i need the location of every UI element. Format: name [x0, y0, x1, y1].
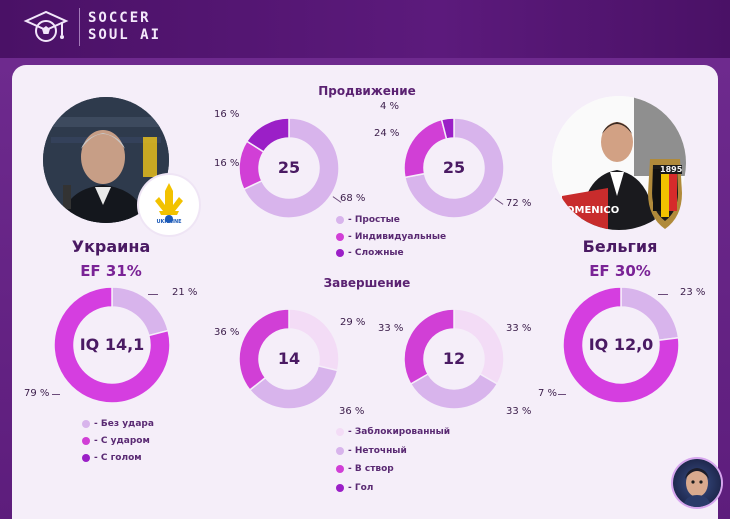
legend-dot [82, 420, 90, 428]
legend-item-individual: - Индивидуальные [336, 232, 446, 242]
donut-finish-belgium [403, 308, 505, 410]
ukraine-badge: UKRAINE [139, 175, 199, 235]
legend-label: - Гол [348, 483, 374, 493]
donut-finish-belgium-center: 12 [442, 349, 466, 368]
legend-dot [336, 447, 344, 455]
legend-dot [336, 428, 344, 436]
legend-label: - Индивидуальные [348, 232, 447, 242]
donut-progress-ukraine-center: 25 [277, 158, 301, 177]
legend-item-blocked: - Заблокированный [336, 427, 450, 437]
legend-item-inaccurate: - Неточный [336, 446, 407, 456]
donut-iq-belgium [562, 286, 680, 404]
legend-label: - С ударом [94, 436, 150, 446]
legend-label: - Без удара [94, 419, 154, 429]
slice-on-target [238, 308, 290, 392]
belgium-shirt-text: OMENICO [566, 205, 620, 216]
slice-no-shot [111, 286, 170, 337]
legend-label: - С голом [94, 453, 142, 463]
donut-progress-belgium-center: 25 [442, 158, 466, 177]
ukraine-badge-text: UKRAINE [156, 219, 182, 225]
soccer-graduation-logo-icon [23, 10, 69, 42]
legend-item-on-target: - В створ [336, 464, 394, 474]
slice-individual [403, 118, 448, 179]
legend-item-with-shot: - С ударом [82, 436, 150, 446]
donut-progress-ukraine [238, 117, 340, 219]
legend-item-goal: - Гол [336, 483, 373, 493]
pct-label: 36 % [214, 327, 240, 338]
leader-line [558, 394, 566, 395]
pct-label: 72 % [506, 198, 532, 209]
legend-item-with-goal: - С голом [82, 453, 142, 463]
leader-line [148, 294, 158, 295]
pct-label: 7 % [538, 388, 558, 399]
slice-complex [440, 117, 455, 140]
legend-item-complex: - Сложные [336, 248, 404, 258]
donut-finish-ukraine [238, 308, 340, 410]
pct-label: 79 % [24, 388, 50, 399]
legend-dot [82, 454, 90, 462]
slice-with-shot [53, 286, 171, 404]
team-name-belgium: Бельгия [582, 237, 658, 256]
pct-label: 4 % [380, 101, 400, 112]
legend-label: - Простые [348, 215, 400, 225]
slice-inaccurate [409, 372, 499, 410]
donut-finish-ukraine-center: 14 [277, 349, 301, 368]
brand-line-1: SOCCER [88, 10, 151, 26]
slice-blocked [453, 308, 505, 386]
leader-line [658, 294, 668, 295]
legend-dot [82, 437, 90, 445]
pct-label: 36 % [339, 406, 365, 417]
stats-panel: Продвижение Завершение UKRAINE [12, 65, 718, 519]
legend-label: - Заблокированный [348, 427, 451, 437]
pct-label: 16 % [214, 109, 240, 120]
robot-face-icon [683, 468, 711, 507]
coach-silhouette-icon [43, 97, 169, 223]
donut-progress-belgium [403, 117, 505, 219]
pct-label: 33 % [506, 406, 532, 417]
donut-iq-ukraine [53, 286, 171, 404]
pct-label: 33 % [378, 323, 404, 334]
slice-inaccurate [248, 365, 339, 410]
legend-label: - Неточный [348, 446, 407, 456]
iq-belgium-center: IQ 12,0 [588, 335, 654, 354]
slice-complex [245, 117, 290, 153]
iq-ukraine-center: IQ 14,1 [79, 335, 145, 354]
ukraine-coach-photo [43, 97, 169, 223]
legend-label: - Сложные [348, 248, 404, 258]
slice-on-target [403, 308, 455, 386]
slice-simple [242, 117, 340, 219]
legend-dot [336, 465, 344, 473]
section-title-finish: Завершение [323, 276, 411, 290]
legend-dot [336, 216, 344, 224]
slice-with-shot [562, 286, 680, 404]
pct-label: 21 % [172, 287, 198, 298]
pct-label: 29 % [340, 317, 366, 328]
pct-label: 16 % [214, 158, 240, 169]
leader-line [52, 394, 60, 395]
belgium-badge: 1895 [642, 153, 688, 235]
slice-simple [404, 117, 505, 219]
legend-label: - В створ [348, 464, 394, 474]
pct-label: 24 % [374, 128, 400, 139]
pct-label: 68 % [340, 193, 366, 204]
legend-dot [336, 249, 344, 257]
logo-divider [79, 8, 80, 46]
belgium-crest-icon [648, 159, 682, 229]
pct-label: 23 % [680, 287, 706, 298]
slice-no-shot [620, 286, 680, 342]
ai-assistant-avatar[interactable] [673, 459, 721, 507]
pct-label: 33 % [506, 323, 532, 334]
ef-ukraine: EF 31% [80, 262, 142, 280]
legend-dot [336, 233, 344, 241]
legend-item-no-shot: - Без удара [82, 419, 154, 429]
top-bar: SOCCER SOUL AI [0, 0, 730, 58]
section-title-progress: Продвижение [318, 84, 416, 98]
brand-line-2: SOUL AI [88, 27, 162, 43]
legend-dot [336, 484, 344, 492]
ef-belgium: EF 30% [589, 262, 651, 280]
ukraine-trident-icon [155, 183, 183, 223]
team-name-ukraine: Украина [71, 237, 151, 256]
legend-item-simple: - Простые [336, 215, 400, 225]
belgium-badge-year: 1895 [660, 165, 683, 174]
